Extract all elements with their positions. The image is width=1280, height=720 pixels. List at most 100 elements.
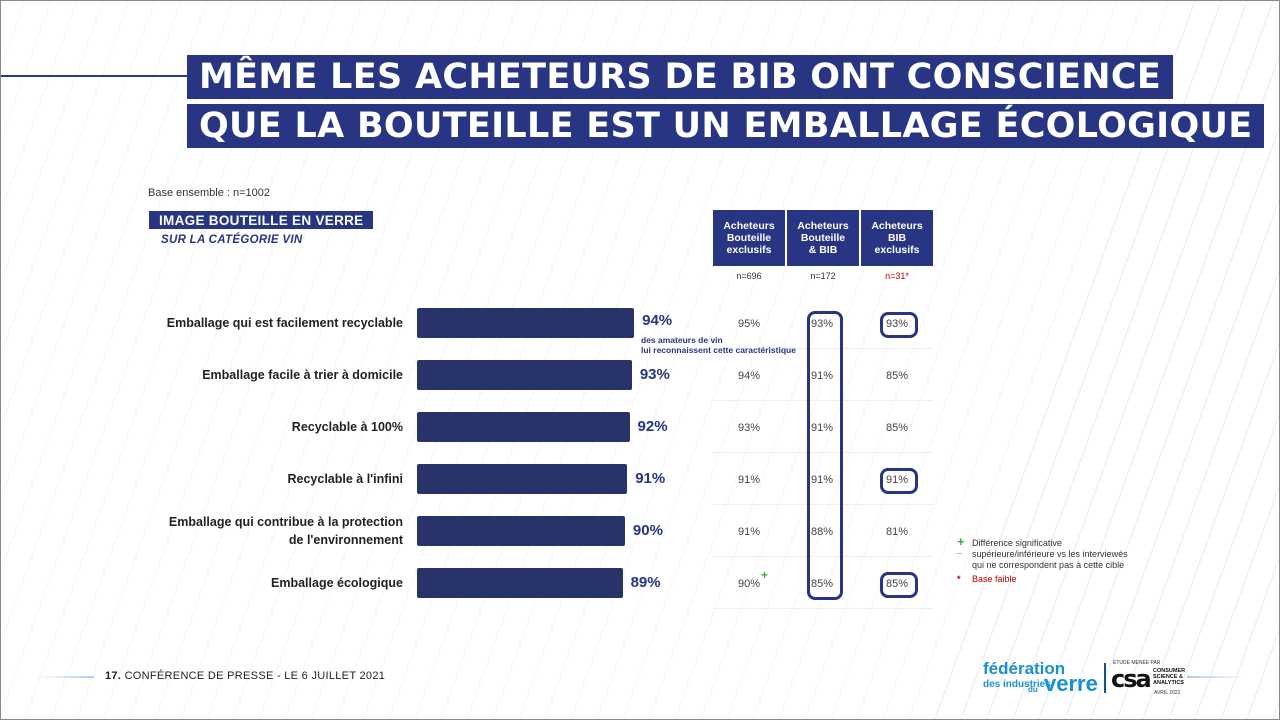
csa-side-3: ANALYTICS bbox=[1153, 680, 1184, 686]
bar-value-label: 94% bbox=[642, 312, 673, 329]
section-subtitle: SUR LA CATÉGORIE VIN bbox=[161, 234, 303, 246]
footer-caption: CONFÉRENCE DE PRESSE - LE 6 JUILLET 2021 bbox=[124, 670, 386, 682]
row-separator bbox=[713, 348, 933, 349]
column-header: Acheteurs BIB exclusifs bbox=[861, 210, 933, 266]
annotation-line-1: des amateurs de vin bbox=[641, 335, 723, 345]
column-header-line: Bouteille bbox=[726, 232, 772, 244]
page-number: 17. bbox=[105, 670, 122, 682]
background-stripe bbox=[1, 1, 208, 572]
csa-date: AVRIL 2021 bbox=[1154, 690, 1181, 696]
column-sample-size: n=696 bbox=[736, 271, 762, 281]
column-header-line: & BIB bbox=[808, 244, 838, 256]
table-cell: 85% bbox=[810, 578, 834, 590]
column-sample-size: n=31* bbox=[885, 271, 909, 281]
section-banner: IMAGE BOUTEILLE EN VERRE bbox=[149, 211, 374, 229]
plus-icon: + bbox=[957, 534, 965, 549]
annotation-line-2: lui reconnaissent cette caractéristique bbox=[641, 345, 796, 355]
bar bbox=[417, 308, 635, 338]
category-label: Emballage qui contribue à la protection d… bbox=[133, 513, 403, 549]
column-header-line: Bouteille bbox=[800, 232, 846, 244]
category-label-line: Emballage qui est facilement recyclable bbox=[166, 316, 403, 330]
fed-logo-line2: des industries bbox=[983, 679, 1051, 690]
column-header-line: BIB bbox=[887, 232, 907, 244]
title-line-1: MÊME LES ACHETEURS DE BIB ONT CONSCIENCE bbox=[187, 55, 1174, 99]
logo-separator bbox=[1104, 663, 1106, 693]
bar-value-label: 93% bbox=[639, 366, 670, 383]
csa-side-2: SCIENCE & bbox=[1153, 674, 1183, 680]
background-stripe bbox=[1, 1, 130, 356]
table-cell: 90% bbox=[737, 578, 761, 590]
bar bbox=[417, 412, 630, 442]
background-stripe bbox=[1, 1, 156, 428]
table-cell: 91% bbox=[885, 474, 909, 486]
category-label-line: Recyclable à 100% bbox=[291, 420, 403, 434]
footer-rule-right bbox=[1187, 676, 1247, 678]
legend-line-1: Différence significative bbox=[972, 538, 1062, 548]
category-label-line: Emballage facile à trier à domicile bbox=[202, 368, 403, 382]
federation-verre-logo: fédération des industries du verre bbox=[983, 659, 1098, 695]
fed-logo-line1: fédération bbox=[983, 659, 1066, 678]
table-cell: 91% bbox=[810, 474, 834, 486]
fed-logo-du: du bbox=[1028, 685, 1038, 694]
row-separator bbox=[713, 504, 933, 505]
table-cell: 91% bbox=[810, 422, 834, 434]
column-sample-size: n=172 bbox=[810, 271, 836, 281]
category-label-line: de l'environnement bbox=[288, 533, 403, 547]
csa-side-1: CONSUMER bbox=[1153, 668, 1186, 674]
column-header-line: Acheteurs bbox=[723, 220, 775, 232]
column-header-line: exclusifs bbox=[726, 244, 772, 256]
category-label-line: Emballage qui contribue à la protection bbox=[168, 515, 403, 529]
column-header-line: Acheteurs bbox=[871, 220, 923, 232]
background-stripe bbox=[1, 1, 182, 500]
table-cell: 93% bbox=[737, 422, 761, 434]
row-separator bbox=[713, 452, 933, 453]
footer-text: 17. CONFÉRENCE DE PRESSE - LE 6 JUILLET … bbox=[105, 670, 385, 682]
background-stripe bbox=[1, 1, 78, 213]
row-separator bbox=[713, 556, 933, 557]
table-cell: 91% bbox=[810, 370, 834, 382]
background-stripe bbox=[1, 1, 26, 69]
csa-logo-side: CONSUMER SCIENCE & ANALYTICS bbox=[1153, 668, 1185, 686]
table-cell: 93% bbox=[810, 318, 834, 330]
legend-weak-base: Base faible bbox=[972, 574, 1017, 584]
category-label: Recyclable à 100% bbox=[133, 418, 403, 436]
bar-annotation: des amateurs de vin lui reconnaissent ce… bbox=[641, 335, 796, 355]
column-header-line: exclusifs bbox=[874, 244, 920, 256]
category-label: Emballage écologique bbox=[133, 574, 403, 592]
highlight-circle bbox=[880, 468, 918, 494]
bar-value-label: 91% bbox=[635, 470, 666, 487]
bar-value-label: 89% bbox=[630, 574, 661, 591]
background-stripe bbox=[1, 1, 52, 141]
bar bbox=[417, 568, 623, 598]
table-cell: 93% bbox=[885, 318, 909, 330]
title-line-2: QUE LA BOUTEILLE EST UN EMBALLAGE ÉCOLOG… bbox=[187, 104, 1265, 148]
highlight-circle bbox=[880, 312, 918, 338]
legend-line-3: qui ne correspondent pas à cette cible bbox=[972, 560, 1125, 570]
bar bbox=[417, 360, 632, 390]
background-stripe bbox=[1, 1, 104, 285]
category-label: Emballage facile à trier à domicile bbox=[133, 366, 403, 384]
column-header: Acheteurs Bouteille & BIB bbox=[787, 210, 859, 266]
minus-icon: _ bbox=[957, 545, 963, 555]
category-label: Emballage qui est facilement recyclable bbox=[133, 314, 403, 332]
bar bbox=[417, 516, 625, 546]
row-separator bbox=[713, 608, 933, 609]
footer-rule-left bbox=[36, 676, 94, 678]
base-text: Base ensemble : n=1002 bbox=[148, 187, 271, 199]
bar-value-label: 92% bbox=[637, 418, 668, 435]
table-cell: 91% bbox=[737, 474, 761, 486]
category-label-line: Recyclable à l'infini bbox=[287, 472, 403, 486]
asterisk-icon: * bbox=[957, 574, 961, 584]
column-highlight-box bbox=[807, 311, 843, 600]
category-label-line: Emballage écologique bbox=[271, 576, 403, 590]
column-header-line: Acheteurs bbox=[797, 220, 849, 232]
table-cell: 88% bbox=[810, 526, 834, 538]
significant-plus-icon: + bbox=[761, 568, 769, 582]
column-header: Acheteurs Bouteille exclusifs bbox=[713, 210, 785, 266]
background-stripe bbox=[1272, 700, 1279, 719]
highlight-circle bbox=[880, 572, 918, 598]
fed-logo-verre: verre bbox=[1044, 671, 1098, 696]
table-cell: 85% bbox=[885, 422, 909, 434]
title-rule bbox=[1, 75, 191, 77]
table-cell: 85% bbox=[885, 370, 909, 382]
